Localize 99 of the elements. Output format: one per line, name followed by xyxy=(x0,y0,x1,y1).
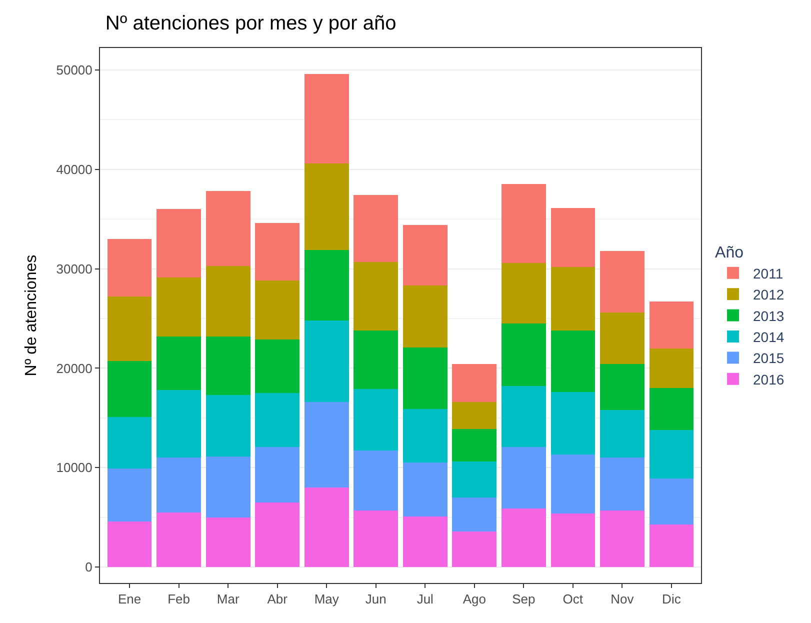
bar xyxy=(304,250,349,320)
x-tick-label: May xyxy=(314,592,340,607)
bar xyxy=(107,361,152,417)
legend-label: 2016 xyxy=(753,371,784,388)
y-tick-label: 10000 xyxy=(56,460,92,476)
bar xyxy=(402,408,448,463)
bar xyxy=(501,508,546,568)
bar xyxy=(550,392,596,455)
x-tick-label: Jul xyxy=(416,592,434,607)
bar xyxy=(255,339,300,394)
bar xyxy=(649,430,694,479)
legend-title: Año xyxy=(715,244,744,262)
x-tick-label: Sep xyxy=(512,592,536,607)
y-tick-label: 40000 xyxy=(56,162,92,177)
bar xyxy=(354,330,398,390)
legend-label: 2012 xyxy=(753,286,784,303)
bar xyxy=(649,388,694,430)
x-tick-label: Mar xyxy=(216,592,240,607)
bar xyxy=(156,390,201,458)
bar xyxy=(255,502,300,568)
legend-label: 2011 xyxy=(753,265,784,282)
bar xyxy=(255,223,300,281)
y-tick-label: 20000 xyxy=(56,360,92,376)
x-tick-label: Oct xyxy=(562,592,584,607)
y-tick-label: 50000 xyxy=(56,62,92,78)
bar xyxy=(550,208,596,267)
bar xyxy=(600,458,644,510)
bar xyxy=(206,191,250,266)
bar xyxy=(304,74,349,164)
x-tick-label: Ene xyxy=(118,592,142,607)
bar xyxy=(649,524,694,568)
bar xyxy=(402,225,448,286)
bar xyxy=(354,195,398,262)
bar xyxy=(107,521,152,568)
x-tick-label: Abr xyxy=(267,592,288,607)
bar xyxy=(304,163,349,250)
bar xyxy=(354,389,398,451)
bar xyxy=(550,330,596,392)
y-axis-title: Nº de atenciones xyxy=(23,254,40,376)
bar xyxy=(600,250,644,313)
bar xyxy=(452,531,497,568)
bar xyxy=(107,238,152,297)
legend-label: 2014 xyxy=(753,328,784,345)
bar xyxy=(206,336,250,396)
bar xyxy=(402,347,448,409)
x-tick-label: Dic xyxy=(662,592,682,607)
bar xyxy=(501,184,546,263)
bar xyxy=(107,468,152,522)
bar xyxy=(452,402,497,429)
bar xyxy=(600,312,644,364)
legend-label: 2015 xyxy=(753,350,784,366)
bar xyxy=(402,286,448,348)
bar xyxy=(550,513,596,568)
x-tick-label: Ago xyxy=(462,592,486,607)
bar xyxy=(354,510,398,568)
bar xyxy=(354,262,398,330)
bar xyxy=(501,386,546,447)
bar xyxy=(501,446,546,508)
bar xyxy=(304,402,349,488)
y-tick-label: 30000 xyxy=(56,261,92,276)
bar xyxy=(649,302,694,348)
bar xyxy=(600,364,644,410)
bar xyxy=(206,395,250,457)
bar xyxy=(304,488,349,568)
bar xyxy=(206,266,250,336)
bar xyxy=(501,262,546,324)
x-tick-label: Feb xyxy=(168,592,190,607)
bar xyxy=(550,266,596,330)
bar xyxy=(255,393,300,447)
bar xyxy=(402,516,448,568)
bar xyxy=(206,517,250,568)
bar xyxy=(255,280,300,340)
bar xyxy=(402,462,448,516)
bar xyxy=(600,510,644,568)
bar xyxy=(156,512,201,568)
y-tick-label: 0 xyxy=(85,560,92,575)
bar xyxy=(354,450,398,510)
bar xyxy=(156,209,201,278)
x-tick-label: Nov xyxy=(610,592,634,607)
bar xyxy=(206,456,250,518)
bar xyxy=(501,323,546,386)
x-tick-label: Jun xyxy=(365,592,386,607)
bar xyxy=(649,478,694,524)
bar xyxy=(452,462,497,498)
chart-title: Nº atenciones por mes y por año xyxy=(105,12,396,35)
bar xyxy=(452,428,497,462)
bar xyxy=(156,458,201,512)
bar xyxy=(107,416,152,469)
bar xyxy=(452,497,497,532)
bar xyxy=(107,296,152,362)
bar xyxy=(255,446,300,502)
bar xyxy=(649,348,694,388)
bar xyxy=(550,454,596,514)
bar xyxy=(156,336,201,390)
bar xyxy=(452,364,497,402)
bar xyxy=(156,278,201,336)
bar xyxy=(600,410,644,458)
bar xyxy=(304,320,349,402)
legend-label: 2013 xyxy=(753,308,784,324)
